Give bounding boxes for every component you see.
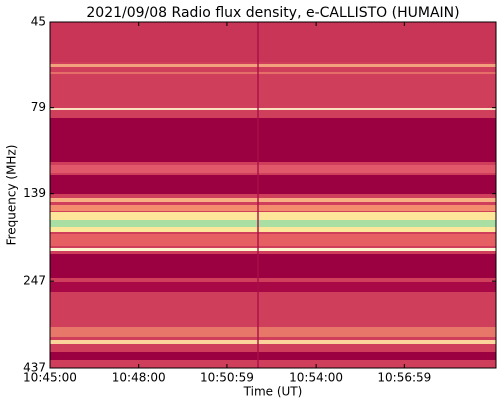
spectrogram-band — [50, 72, 496, 74]
x-axis-label: Time (UT) — [243, 385, 303, 399]
y-tick-label: 139 — [23, 186, 46, 200]
spectrogram-band — [50, 254, 496, 278]
y-tick-label: 437 — [23, 361, 46, 375]
spectrogram-band — [50, 198, 496, 202]
x-tick-label: 10:48:00 — [112, 371, 166, 385]
spectrogram-background — [50, 22, 496, 368]
y-tick-label: 45 — [31, 15, 46, 29]
spectrogram-band — [50, 220, 496, 227]
spectrogram-band — [50, 22, 496, 62]
spectrogram — [50, 22, 496, 368]
y-tick-label: 79 — [31, 100, 46, 114]
spectrogram-band — [50, 175, 496, 194]
spectrogram-band — [50, 118, 496, 162]
y-axis-label: Frequency (MHz) — [5, 145, 19, 246]
plot-frame — [49, 21, 497, 369]
spectrogram-band — [50, 282, 496, 292]
x-tick-label: 10:50:59 — [200, 371, 254, 385]
spectrogram-band — [50, 108, 496, 110]
x-tick-label: 10:45:00 — [23, 371, 77, 385]
x-tick-label: 10:56:59 — [377, 371, 431, 385]
chart-title: 2021/09/08 Radio flux density, e-CALLIST… — [86, 5, 459, 21]
spectrogram-band — [50, 165, 496, 173]
spectrogram-band — [50, 327, 496, 337]
spectrogram-band — [50, 340, 496, 344]
spectrogram-band — [50, 64, 496, 67]
spectrogram-band — [50, 234, 496, 246]
spectrogram-band — [50, 352, 496, 360]
spectrogram-band — [257, 22, 259, 368]
spectrogram-band — [50, 248, 496, 251]
x-tick-label: 10:54:00 — [289, 371, 343, 385]
y-tick-label: 247 — [23, 274, 46, 288]
spectrogram-band — [50, 205, 496, 211]
